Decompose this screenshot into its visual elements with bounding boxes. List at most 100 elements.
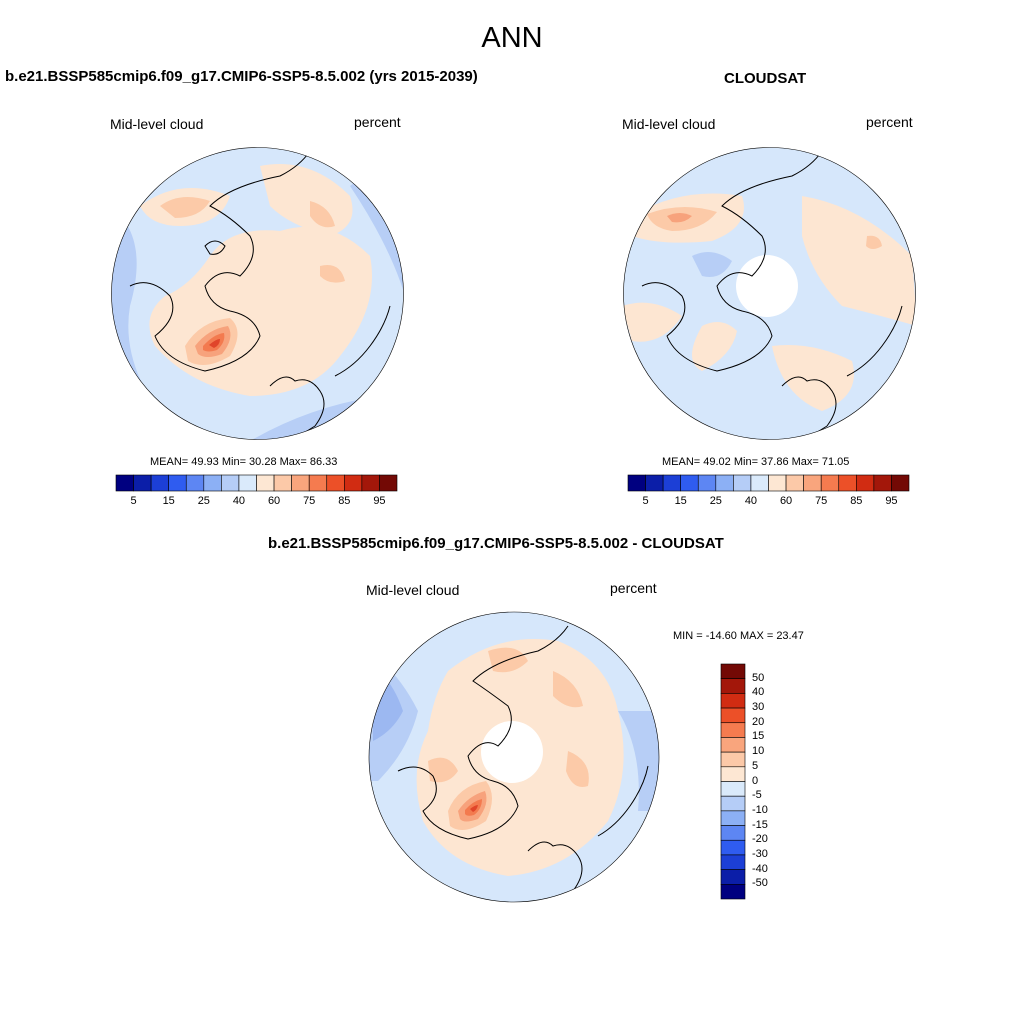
colorbar-tick-label: -15: [752, 818, 768, 831]
colorbar-swatch: [720, 678, 746, 694]
map-border: [623, 147, 916, 440]
figure-title: ANN: [481, 22, 543, 54]
colorbar-swatch: [720, 781, 746, 797]
colorbar-swatch: [720, 737, 746, 753]
colorbar-tick-label: -40: [752, 862, 768, 875]
colorbar-swatch: [720, 722, 746, 738]
model-polar-map: [111, 147, 404, 440]
cloud-field-orange: [802, 196, 916, 326]
colorbar-swatch: [361, 474, 380, 492]
diff-colorbar: [720, 663, 746, 900]
colorbar-swatch: [785, 474, 804, 492]
map-border: [368, 611, 660, 903]
model-colorbar: [115, 474, 398, 492]
model-variable-label: Mid-level cloud: [110, 116, 204, 132]
colorbar-tick-label: 5: [642, 495, 649, 507]
coastline: [334, 305, 391, 377]
colorbar-swatch: [238, 474, 257, 492]
colorbar-tick-label: 60: [267, 495, 281, 507]
colorbar-tick-label: 75: [815, 495, 828, 507]
colorbar-tick-label: -50: [752, 877, 768, 890]
colorbar-swatch: [720, 795, 746, 812]
colorbar-tick-label: -5: [752, 789, 762, 802]
coastline: [846, 305, 903, 377]
colorbar-swatch: [273, 474, 292, 492]
cloud-field-orange: [566, 751, 589, 787]
obs-variable-label: Mid-level cloud: [622, 116, 716, 132]
colorbar-swatch: [768, 474, 787, 492]
cloud-field-orange: [209, 339, 220, 348]
colorbar-tick-label: 85: [338, 495, 351, 507]
map-border: [111, 147, 404, 440]
colorbar-tick-label: 40: [744, 495, 758, 507]
diff-units-label: percent: [610, 580, 657, 596]
colorbar-tick-label: 15: [752, 730, 765, 743]
colorbar-swatch: [720, 663, 746, 679]
colorbar-swatch: [133, 474, 152, 492]
colorbar-swatch: [291, 474, 310, 492]
model-panel-title: b.e21.BSSP585cmip6.f09_g17.CMIP6-SSP5-8.…: [5, 68, 478, 85]
colorbar-swatch: [115, 474, 134, 492]
colorbar-swatch: [662, 474, 681, 492]
colorbar-swatch: [720, 839, 746, 856]
cloud-field-orange: [623, 302, 682, 342]
cloud-field-blue: [692, 252, 732, 277]
colorbar-tick-label: 10: [752, 745, 765, 758]
colorbar-swatch: [344, 474, 363, 492]
colorbar-swatch: [891, 474, 910, 492]
colorbar-swatch: [720, 884, 746, 900]
cloud-field-orange: [667, 213, 692, 223]
colorbar-swatch: [221, 474, 240, 492]
colorbar-swatch: [168, 474, 187, 492]
coastline: [641, 150, 823, 372]
colorbar-tick-label: -30: [752, 847, 768, 860]
colorbar-tick-label: 25: [197, 495, 210, 507]
colorbar-tick-label: 40: [232, 495, 246, 507]
colorbar-swatch: [820, 474, 840, 492]
cloud-field-orange: [553, 671, 583, 708]
colorbar-tick-label: 95: [885, 495, 898, 507]
cloud-field-orange: [160, 197, 210, 218]
colorbar-swatch: [720, 854, 746, 870]
colorbar-tick-label: 0: [752, 774, 759, 787]
coastline: [129, 150, 311, 372]
colorbar-tick-label: 60: [779, 495, 793, 507]
colorbar-swatch: [697, 474, 717, 492]
colorbar-swatch: [720, 825, 746, 841]
colorbar-swatch: [680, 474, 699, 492]
coastline: [597, 765, 649, 837]
colorbar-swatch: [185, 474, 205, 492]
colorbar-tick-label: 95: [373, 495, 386, 507]
coastline: [397, 625, 569, 840]
cloud-field-orange: [692, 322, 737, 371]
colorbar-tick-label: -10: [752, 803, 768, 816]
diff-panel-title: b.e21.BSSP585cmip6.f09_g17.CMIP6-SSP5-8.…: [268, 535, 724, 552]
colorbar-swatch: [720, 751, 746, 768]
colorbar-tick-label: 85: [850, 495, 863, 507]
colorbar-tick-label: 40: [752, 686, 765, 699]
colorbar-tick-label: 30: [752, 701, 765, 714]
colorbar-swatch: [326, 474, 345, 492]
colorbar-swatch: [256, 474, 275, 492]
obs-polar-map: [623, 147, 916, 440]
diff-polar-map: [368, 611, 660, 903]
obs-colorbar: [627, 474, 910, 492]
colorbar-tick-label: 5: [752, 759, 759, 772]
colorbar-swatch: [838, 474, 857, 492]
colorbar-swatch: [803, 474, 822, 492]
obs-stats: MEAN= 49.02 Min= 37.86 Max= 71.05: [662, 456, 850, 468]
colorbar-tick-label: 75: [303, 495, 316, 507]
cloud-field-orange: [428, 757, 458, 783]
colorbar-swatch: [627, 474, 646, 492]
colorbar-swatch: [720, 810, 746, 826]
polar-data-gap: [736, 255, 798, 317]
colorbar-swatch: [150, 474, 169, 492]
colorbar-swatch: [720, 766, 746, 782]
colorbar-tick-label: 20: [752, 715, 765, 728]
obs-panel-title: CLOUDSAT: [724, 70, 807, 87]
cloud-field-orange: [470, 805, 478, 812]
model-units-label: percent: [354, 114, 401, 130]
colorbar-swatch: [379, 474, 398, 492]
colorbar-tick-label: 15: [674, 495, 687, 507]
cloud-field-orange: [320, 265, 345, 283]
